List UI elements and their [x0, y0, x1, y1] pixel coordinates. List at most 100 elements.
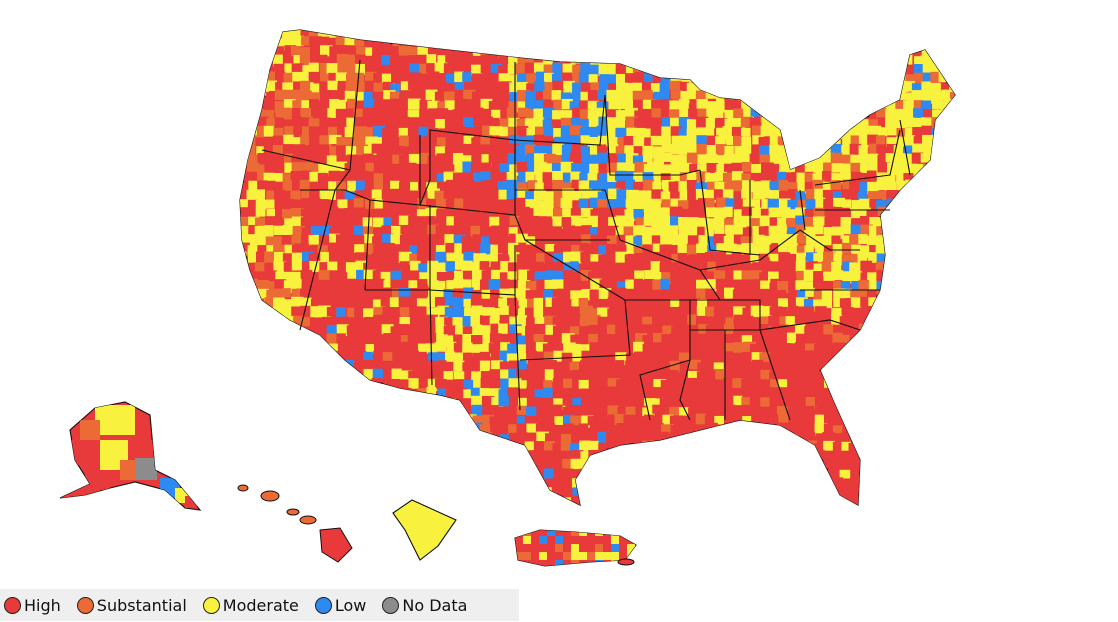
legend-item-high[interactable]: High [4, 589, 61, 621]
county-cell [561, 144, 575, 156]
county-cell [265, 469, 277, 481]
county-cell [785, 80, 798, 93]
county-cell [364, 55, 378, 67]
county-cell [571, 91, 584, 103]
county-cell [317, 100, 329, 111]
county-cell [539, 560, 547, 566]
county-cell [867, 191, 881, 202]
county-cell [733, 270, 743, 283]
county-cell [840, 450, 852, 463]
county-cell [614, 272, 628, 283]
county-cell [715, 470, 729, 483]
county-cell [734, 387, 745, 399]
county-cell [608, 487, 619, 498]
county-cell [247, 271, 259, 281]
county-cell [786, 135, 797, 147]
county-cell [562, 225, 576, 237]
county-cell [931, 476, 941, 488]
county-cell [949, 117, 955, 127]
county-cell [940, 98, 952, 109]
county-cell [830, 459, 843, 472]
county-cell [489, 117, 500, 129]
county-cell [778, 270, 789, 284]
county-cell [731, 162, 745, 174]
county-cell [526, 487, 540, 499]
county-cell [608, 460, 618, 473]
county-cell [839, 288, 852, 299]
county-cell [651, 503, 662, 505]
county-cell [706, 46, 718, 59]
community-level-map[interactable] [0, 0, 1118, 590]
county-cell [650, 83, 660, 94]
county-cell [823, 227, 837, 238]
county-cell [416, 172, 429, 185]
county-cell [614, 170, 626, 181]
county-cell [399, 316, 411, 328]
county-cell [707, 63, 718, 73]
legend-item-no-data[interactable]: No Data [382, 589, 467, 621]
county-cell [723, 154, 737, 166]
county-cell [922, 425, 933, 438]
county-cell [479, 387, 490, 399]
county-cell [957, 288, 969, 298]
county-cell [329, 98, 339, 109]
county-cell [831, 117, 841, 127]
county-cell [662, 414, 674, 427]
county-cell [859, 63, 871, 77]
county-cell [596, 388, 608, 400]
county-cell [904, 299, 917, 310]
county-cell [614, 315, 627, 328]
county-cell [958, 46, 969, 56]
county-cell [695, 315, 707, 329]
county-cell [831, 496, 844, 505]
county-cell [595, 560, 603, 566]
county-cell [443, 171, 455, 183]
county-cell [922, 72, 934, 82]
county-cell [473, 198, 485, 212]
county-cell [507, 406, 521, 418]
county-cell [770, 326, 782, 337]
county-cell [841, 351, 851, 361]
county-cell [607, 74, 619, 84]
county-cell [409, 63, 420, 73]
county-cell [660, 191, 671, 204]
county-cell [281, 271, 294, 282]
county-cell [310, 55, 322, 66]
county-cell [858, 279, 870, 291]
county-cell [679, 396, 693, 409]
legend-item-low[interactable]: Low [314, 589, 366, 621]
county-cell [571, 469, 582, 481]
county-cell [480, 199, 493, 210]
county-cell [938, 344, 949, 355]
county-cell [725, 83, 738, 94]
legend-item-moderate[interactable]: Moderate [202, 589, 299, 621]
county-cell [921, 496, 934, 505]
county-cell [778, 451, 789, 462]
county-cell [489, 30, 501, 42]
county-cell [391, 288, 402, 298]
legend-item-substantial[interactable]: Substantial [76, 589, 187, 621]
county-cell [453, 306, 465, 317]
county-cell [858, 46, 871, 57]
county-cell [506, 488, 520, 498]
county-cell [381, 342, 391, 355]
county-cell [453, 371, 466, 383]
county-cell [776, 171, 787, 185]
county-cell [724, 109, 735, 122]
county-cell [957, 477, 966, 490]
county-cell [823, 64, 834, 74]
county-cell [669, 505, 681, 515]
county-cell [515, 544, 523, 552]
county-cell [418, 144, 432, 156]
county-cell [579, 468, 592, 481]
county-cell [886, 226, 900, 237]
county-cell [615, 287, 627, 300]
county-cell [391, 476, 403, 487]
county-cell [659, 244, 673, 257]
county-cell [959, 63, 972, 74]
county-cell [642, 90, 653, 103]
county-cell [670, 467, 682, 480]
county-cell [508, 305, 520, 316]
county-cell [697, 487, 708, 498]
county-cell [740, 487, 752, 497]
